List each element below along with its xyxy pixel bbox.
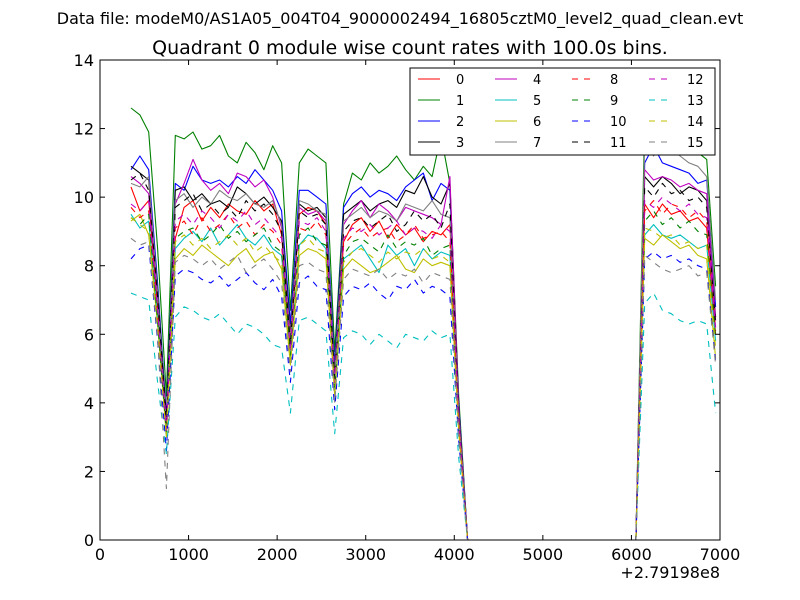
series-line-14 [130,217,717,540]
series-line-4 [130,158,717,540]
legend-label-6: 6 [533,115,541,130]
legend-label-10: 10 [610,115,627,130]
series-line-9 [130,210,717,540]
series-line-8 [130,200,717,540]
series-line-12 [130,196,717,540]
legend-label-15: 15 [687,136,704,151]
legend-label-14: 14 [687,115,704,130]
y-tick-label: 6 [84,325,94,344]
x-tick-label: 5000 [522,545,563,564]
legend-label-3: 3 [456,136,464,151]
series-line-0 [130,186,717,540]
series-line-13 [130,292,717,540]
legend-label-4: 4 [533,73,541,88]
series-lines [130,104,717,540]
x-tick-label: 1000 [168,545,209,564]
y-tick-label: 14 [74,51,94,70]
x-tick-label: 6000 [611,545,652,564]
series-line-3 [130,165,717,540]
series-line-11 [130,172,717,540]
series-line-15 [130,237,717,540]
series-line-10 [130,244,717,540]
chart-title: Quadrant 0 module wise count rates with … [152,37,668,59]
legend-label-0: 0 [456,73,464,88]
legend-label-8: 8 [610,73,618,88]
series-line-6 [130,213,717,540]
legend-label-1: 1 [456,94,464,109]
legend-label-2: 2 [456,115,464,130]
legend-label-7: 7 [533,136,541,151]
legend-label-5: 5 [533,94,541,109]
y-tick-label: 0 [84,531,94,550]
x-tick-label: 0 [95,545,105,564]
legend-label-13: 13 [687,94,704,109]
series-line-7 [130,138,717,540]
series-line-2 [130,145,717,540]
y-tick-label: 4 [84,394,94,413]
y-tick-label: 10 [74,188,94,207]
x-tick-label: 2000 [257,545,298,564]
y-tick-label: 8 [84,257,94,276]
series-line-1 [130,104,717,540]
x-tick-label: 7000 [700,545,741,564]
data-file-title: Data file: modeM0/AS1A05_004T04_90000024… [57,9,743,29]
x-offset-label: +2.79198e8 [620,563,720,582]
y-tick-label: 12 [74,120,94,139]
plot-frame [99,59,721,541]
x-tick-label: 4000 [434,545,475,564]
y-tick-label: 2 [84,462,94,481]
x-tick-label: 3000 [345,545,386,564]
legend-label-9: 9 [610,94,618,109]
legend-label-12: 12 [687,73,704,88]
legend-box [409,67,716,156]
series-line-5 [130,214,717,540]
legend-label-11: 11 [610,136,627,151]
